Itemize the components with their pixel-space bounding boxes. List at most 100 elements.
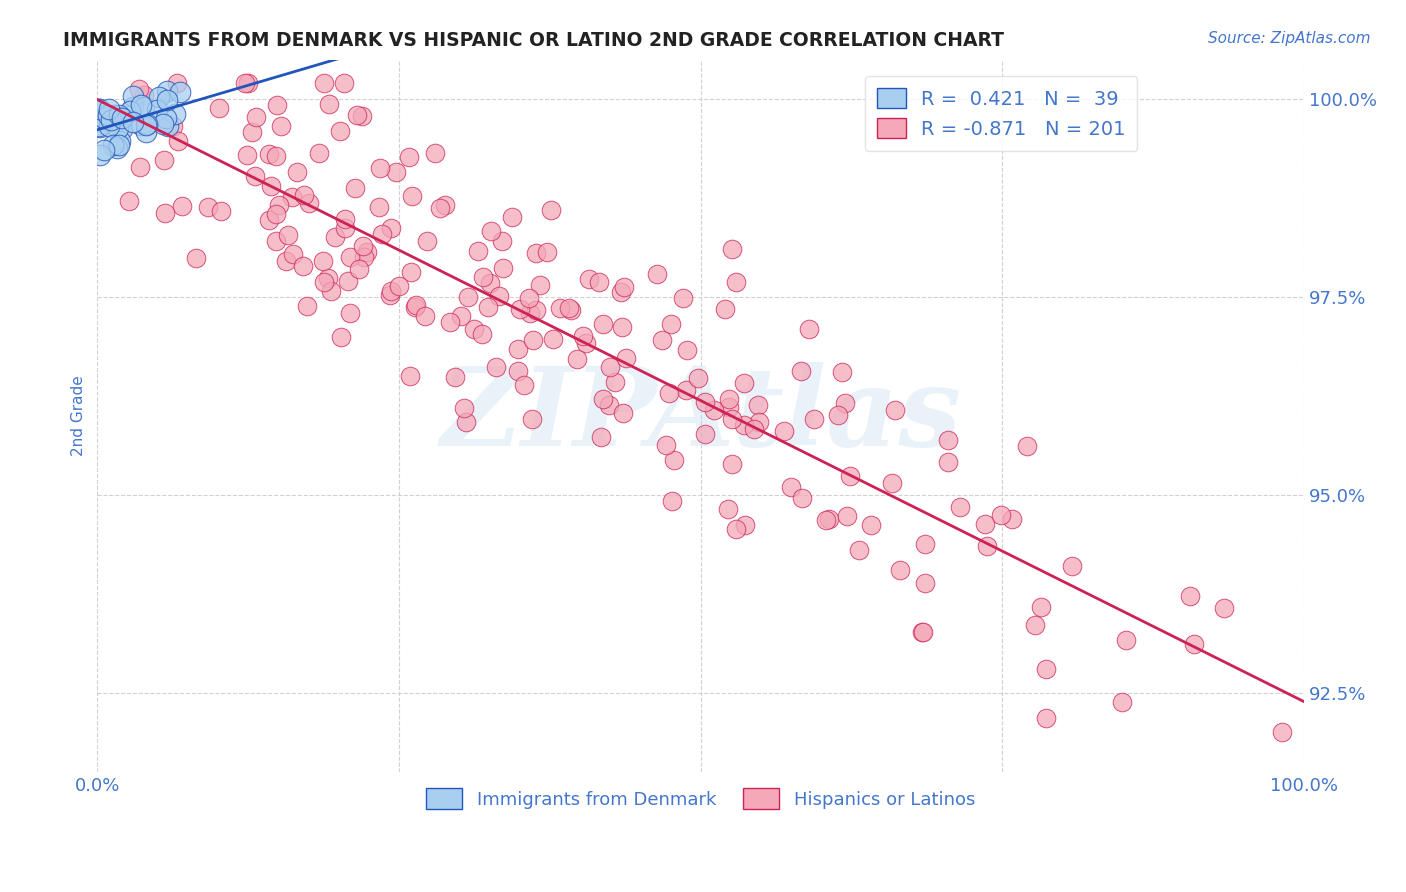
- Point: [122, 89, 145, 103]
- Point: [285, 165, 308, 179]
- Point: [152, 117, 174, 131]
- Point: [664, 452, 686, 467]
- Point: [344, 180, 367, 194]
- Point: [695, 426, 717, 441]
- Point: [87, 103, 110, 117]
- Point: [398, 150, 420, 164]
- Point: [598, 398, 620, 412]
- Point: [184, 251, 207, 265]
- Point: [803, 412, 825, 426]
- Point: [610, 285, 633, 299]
- Point: [319, 284, 342, 298]
- Point: [884, 402, 907, 417]
- Point: [457, 290, 479, 304]
- Point: [949, 500, 972, 515]
- Point: [107, 120, 129, 135]
- Point: [89, 120, 111, 135]
- Point: [240, 124, 263, 138]
- Point: [312, 275, 335, 289]
- Point: [536, 244, 558, 259]
- Point: [509, 301, 531, 316]
- Point: [463, 322, 485, 336]
- Point: [336, 274, 359, 288]
- Point: [162, 119, 184, 133]
- Point: [797, 321, 820, 335]
- Point: [491, 235, 513, 249]
- Point: [264, 148, 287, 162]
- Point: [107, 138, 129, 153]
- Point: [155, 111, 177, 125]
- Point: [572, 328, 595, 343]
- Point: [444, 370, 467, 384]
- Point: [827, 408, 849, 422]
- Point: [718, 400, 741, 414]
- Point: [353, 250, 375, 264]
- Point: [848, 543, 870, 558]
- Point: [157, 119, 180, 133]
- Point: [439, 315, 461, 329]
- Point: [165, 107, 187, 121]
- Point: [748, 415, 770, 429]
- Point: [108, 108, 131, 122]
- Point: [405, 298, 427, 312]
- Point: [267, 198, 290, 212]
- Point: [645, 267, 668, 281]
- Point: [209, 204, 232, 219]
- Point: [1111, 696, 1133, 710]
- Point: [529, 278, 551, 293]
- Point: [93, 112, 115, 126]
- Point: [89, 147, 111, 161]
- Point: [233, 76, 256, 90]
- Point: [658, 386, 681, 401]
- Point: [1024, 617, 1046, 632]
- Point: [1178, 589, 1201, 603]
- Point: [103, 108, 125, 122]
- Point: [368, 161, 391, 176]
- Point: [714, 302, 737, 317]
- Point: [456, 415, 478, 429]
- Point: [111, 121, 134, 136]
- Point: [742, 422, 765, 436]
- Point: [936, 455, 959, 469]
- Point: [772, 424, 794, 438]
- Point: [197, 200, 219, 214]
- Point: [655, 438, 678, 452]
- Point: [792, 491, 814, 506]
- Point: [990, 508, 1012, 522]
- Point: [724, 522, 747, 536]
- Point: [548, 301, 571, 315]
- Point: [135, 117, 157, 131]
- Point: [128, 81, 150, 95]
- Point: [145, 103, 167, 118]
- Point: [129, 98, 152, 112]
- Point: [575, 335, 598, 350]
- Point: [526, 246, 548, 260]
- Point: [911, 624, 934, 639]
- Point: [471, 269, 494, 284]
- Point: [1182, 637, 1205, 651]
- Point: [859, 517, 882, 532]
- Point: [129, 161, 152, 175]
- Point: [450, 309, 472, 323]
- Point: [346, 108, 368, 122]
- Point: [429, 202, 451, 216]
- Point: [485, 360, 508, 375]
- Point: [333, 212, 356, 227]
- Point: [734, 518, 756, 533]
- Point: [380, 221, 402, 235]
- Point: [87, 119, 110, 133]
- Point: [399, 264, 422, 278]
- Point: [122, 115, 145, 129]
- Point: [471, 327, 494, 342]
- Point: [318, 97, 340, 112]
- Point: [401, 189, 423, 203]
- Point: [661, 494, 683, 508]
- Point: [97, 120, 120, 134]
- Point: [122, 99, 145, 113]
- Point: [508, 342, 530, 356]
- Point: [281, 190, 304, 204]
- Point: [541, 332, 564, 346]
- Point: [298, 196, 321, 211]
- Point: [695, 395, 717, 409]
- Point: [560, 303, 582, 318]
